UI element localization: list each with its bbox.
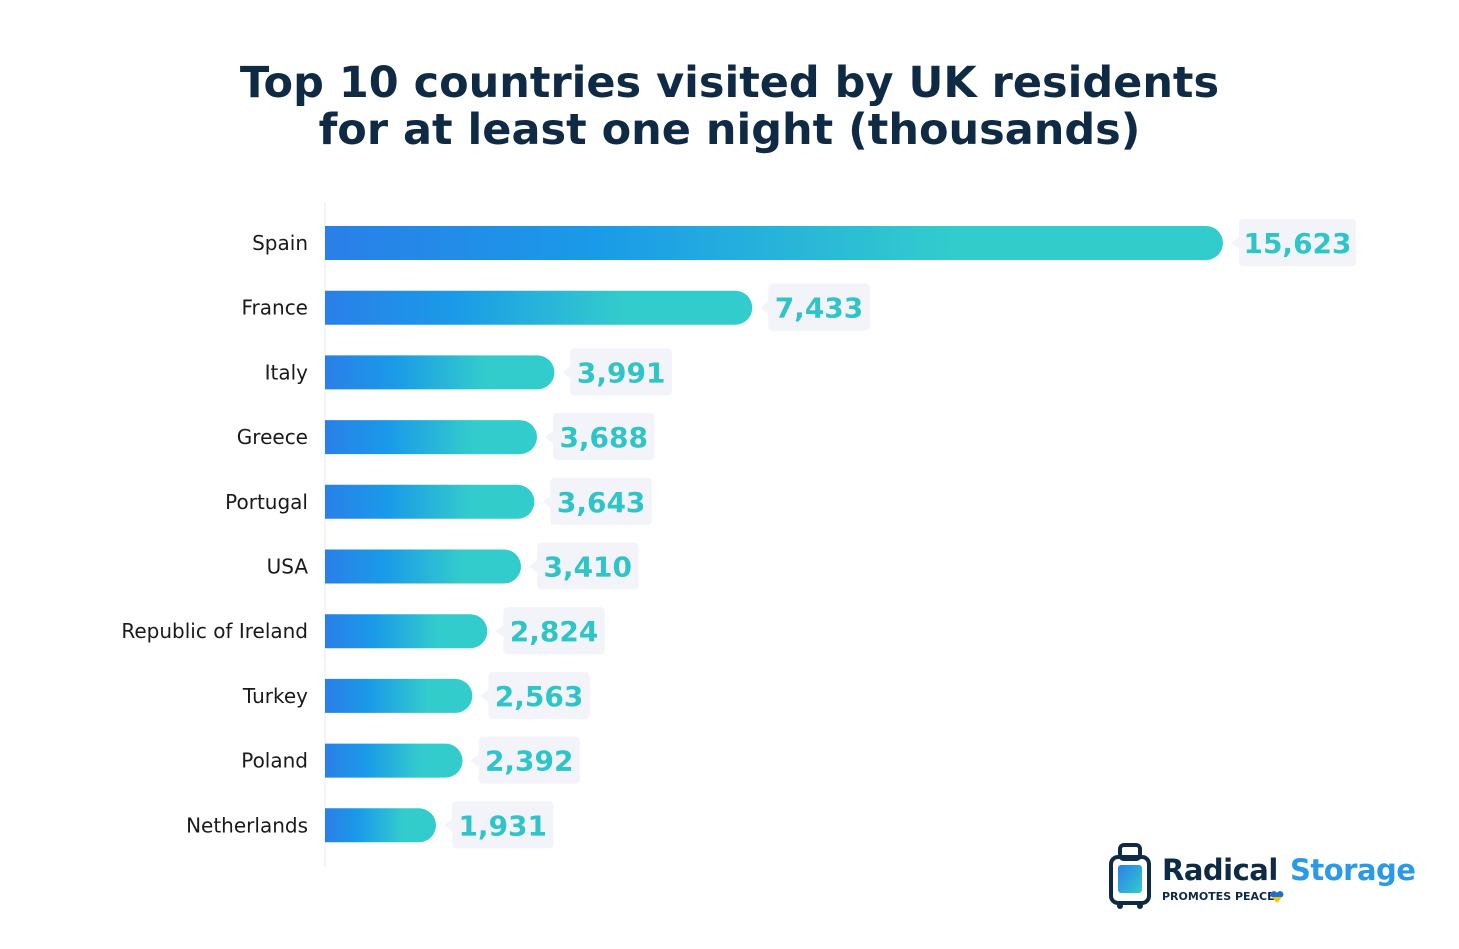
- value-label-bg: [768, 283, 870, 331]
- value-label: 15,623: [1243, 227, 1351, 260]
- chart-title-line2: for at least one night (thousands): [318, 105, 1141, 155]
- bar-turkey: [325, 678, 473, 713]
- value-label-bg: [451, 801, 554, 849]
- value-label-bg: [1239, 219, 1356, 266]
- label-pointer: [1231, 237, 1239, 249]
- label-pointer: [480, 689, 489, 702]
- category-label: Poland: [241, 749, 308, 773]
- bar-spain: [325, 226, 1223, 260]
- category-label: Spain: [252, 231, 308, 255]
- chart-title-line1: Top 10 countries visited by UK residents: [239, 58, 1220, 108]
- value-label: 3,688: [559, 421, 648, 454]
- bar-usa: [325, 549, 522, 584]
- bar-republic-of-ireland: [325, 614, 488, 649]
- category-label: France: [241, 296, 308, 320]
- logo-text-radical: Radical: [1162, 853, 1278, 887]
- label-pointer: [443, 819, 452, 832]
- label-pointer: [495, 625, 504, 638]
- bar-netherlands: [325, 808, 436, 843]
- category-label: Turkey: [242, 684, 308, 708]
- bar-greece: [325, 420, 537, 455]
- label-pointer: [760, 301, 769, 314]
- label-pointer: [562, 366, 571, 379]
- value-label-bg: [550, 477, 652, 525]
- value-label: 2,824: [510, 615, 599, 648]
- heart-icon: [1270, 891, 1284, 903]
- label-pointer: [544, 431, 553, 444]
- category-label: Netherlands: [186, 813, 308, 837]
- value-label: 3,410: [543, 551, 632, 584]
- category-label: Republic of Ireland: [121, 619, 308, 643]
- suitcase-icon: [1109, 843, 1151, 909]
- category-label: Greece: [237, 425, 308, 449]
- bar-portugal: [325, 484, 535, 519]
- value-label-bg: [488, 671, 590, 719]
- label-pointer: [542, 495, 551, 508]
- value-label-bg: [570, 348, 672, 396]
- bar-poland: [325, 743, 463, 778]
- label-pointer: [529, 560, 538, 573]
- category-label: USA: [267, 555, 309, 579]
- bar-france: [325, 290, 753, 325]
- value-label-bg: [552, 413, 655, 461]
- value-label-bg: [537, 542, 639, 590]
- bar-italy: [325, 355, 555, 390]
- value-label: 2,392: [485, 745, 574, 778]
- value-label: 1,931: [458, 809, 547, 842]
- category-label: Italy: [265, 360, 309, 384]
- value-label: 3,991: [577, 356, 666, 389]
- value-label: 2,563: [495, 680, 584, 713]
- logo-tagline: PROMOTES PEACE: [1162, 890, 1275, 903]
- radical-storage-logo: Radical Storage PROMOTES PEACE: [1108, 843, 1428, 909]
- value-label-bg: [503, 607, 605, 655]
- category-label: Portugal: [225, 490, 308, 514]
- value-label-bg: [478, 736, 580, 784]
- value-label: 3,643: [557, 486, 646, 519]
- value-label: 7,433: [775, 292, 864, 325]
- logo-text-storage: Storage: [1290, 853, 1416, 887]
- label-pointer: [470, 754, 479, 767]
